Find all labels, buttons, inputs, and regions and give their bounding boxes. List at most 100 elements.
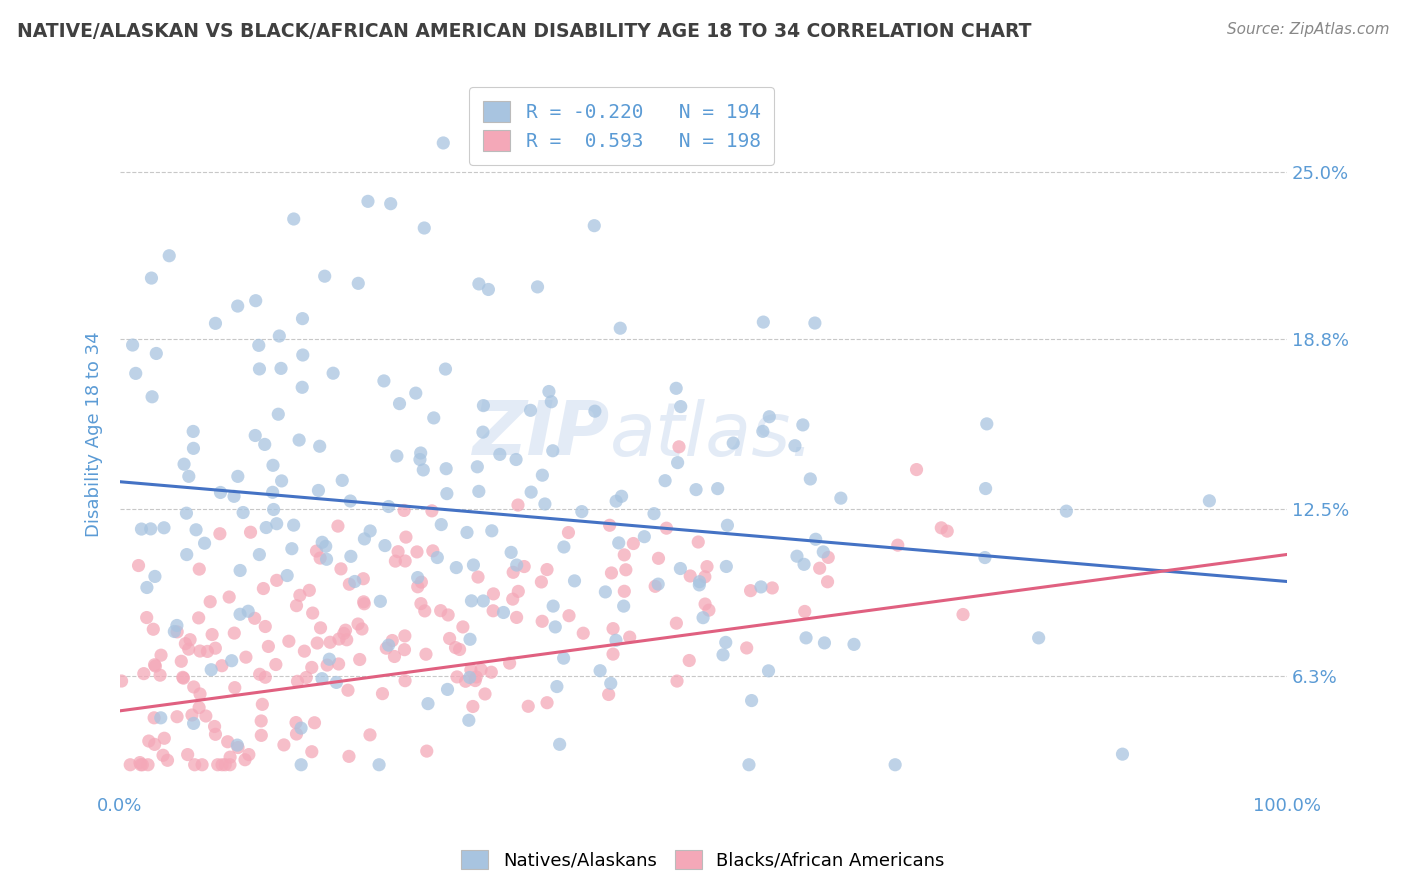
Point bbox=[209, 485, 232, 500]
Point bbox=[188, 562, 211, 576]
Point bbox=[714, 635, 737, 649]
Point bbox=[307, 636, 329, 650]
Point bbox=[226, 299, 249, 313]
Point bbox=[166, 618, 188, 632]
Point bbox=[409, 597, 432, 611]
Point bbox=[1198, 493, 1220, 508]
Point bbox=[808, 561, 831, 575]
Point bbox=[409, 446, 432, 460]
Point bbox=[696, 559, 718, 574]
Point bbox=[204, 727, 226, 741]
Point bbox=[721, 436, 744, 450]
Y-axis label: Disability Age 18 to 34: Disability Age 18 to 34 bbox=[86, 332, 103, 537]
Point bbox=[534, 497, 557, 511]
Point bbox=[668, 440, 690, 454]
Point bbox=[337, 683, 360, 698]
Point bbox=[613, 548, 636, 562]
Point bbox=[136, 757, 159, 772]
Point bbox=[614, 563, 637, 577]
Point bbox=[413, 221, 436, 235]
Point bbox=[347, 277, 370, 291]
Point bbox=[290, 721, 312, 735]
Point bbox=[352, 572, 374, 586]
Point bbox=[249, 667, 271, 681]
Point bbox=[184, 523, 207, 537]
Point bbox=[191, 757, 214, 772]
Point bbox=[451, 620, 474, 634]
Point bbox=[172, 671, 194, 685]
Point bbox=[176, 548, 198, 562]
Point bbox=[153, 521, 176, 535]
Point bbox=[794, 631, 817, 645]
Point bbox=[434, 362, 457, 376]
Point bbox=[508, 584, 530, 599]
Text: Source: ZipAtlas.com: Source: ZipAtlas.com bbox=[1226, 22, 1389, 37]
Point bbox=[290, 757, 312, 772]
Point bbox=[156, 753, 179, 767]
Point bbox=[266, 516, 288, 531]
Point bbox=[252, 582, 274, 596]
Point bbox=[740, 583, 762, 598]
Point bbox=[143, 738, 166, 752]
Point bbox=[461, 699, 484, 714]
Point bbox=[183, 680, 205, 694]
Point bbox=[322, 366, 344, 380]
Point bbox=[183, 442, 205, 456]
Point bbox=[193, 536, 215, 550]
Point bbox=[583, 404, 606, 418]
Point bbox=[669, 400, 692, 414]
Point bbox=[315, 552, 337, 566]
Point bbox=[301, 660, 323, 674]
Point bbox=[166, 709, 188, 723]
Point bbox=[179, 632, 201, 647]
Point bbox=[377, 638, 399, 652]
Point bbox=[307, 483, 329, 498]
Point bbox=[197, 644, 219, 658]
Point bbox=[952, 607, 974, 622]
Point bbox=[152, 748, 174, 763]
Point bbox=[288, 588, 311, 602]
Point bbox=[188, 700, 211, 714]
Point bbox=[406, 580, 429, 594]
Point bbox=[786, 549, 808, 564]
Point bbox=[564, 574, 586, 588]
Point bbox=[219, 757, 242, 772]
Point bbox=[270, 361, 292, 376]
Point bbox=[315, 539, 337, 553]
Point bbox=[394, 673, 416, 688]
Point bbox=[283, 518, 305, 533]
Point bbox=[250, 728, 273, 742]
Point bbox=[373, 374, 395, 388]
Point bbox=[143, 569, 166, 583]
Point bbox=[536, 696, 558, 710]
Point bbox=[218, 590, 240, 604]
Point bbox=[333, 626, 356, 640]
Point bbox=[546, 680, 568, 694]
Point bbox=[343, 574, 366, 589]
Point bbox=[340, 549, 363, 564]
Point bbox=[1054, 504, 1077, 518]
Point bbox=[598, 688, 620, 702]
Point bbox=[481, 524, 503, 538]
Point bbox=[314, 269, 336, 284]
Point bbox=[207, 757, 229, 772]
Point bbox=[505, 452, 527, 467]
Point bbox=[553, 540, 575, 554]
Point bbox=[337, 577, 360, 591]
Point bbox=[541, 599, 564, 613]
Point bbox=[430, 517, 453, 532]
Point bbox=[548, 737, 571, 751]
Point bbox=[384, 649, 406, 664]
Point bbox=[688, 535, 710, 549]
Point bbox=[465, 670, 488, 684]
Point bbox=[224, 681, 246, 695]
Point bbox=[813, 545, 835, 559]
Point bbox=[936, 524, 959, 538]
Point bbox=[520, 485, 543, 500]
Point bbox=[752, 425, 775, 439]
Point bbox=[405, 386, 427, 401]
Point bbox=[1111, 747, 1133, 761]
Point bbox=[357, 194, 380, 209]
Point bbox=[226, 740, 249, 755]
Point bbox=[238, 604, 260, 618]
